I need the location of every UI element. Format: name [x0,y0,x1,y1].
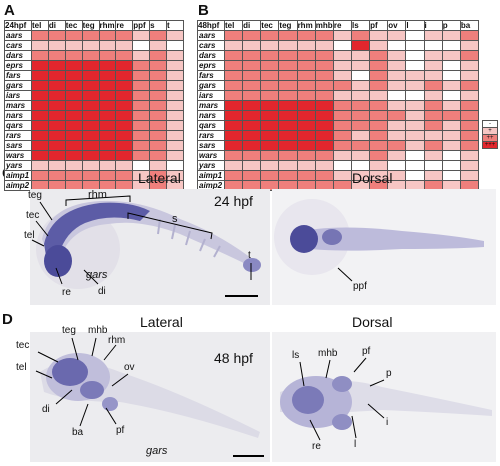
label-pf2-48: pf [362,346,371,357]
arrow-re-48 [309,419,321,441]
embryo-photo-24hpf-dorsal [272,189,496,305]
table-row: aimp2 [197,180,480,191]
label-di: di [98,286,106,297]
panel-label-a: A [4,2,15,19]
title-dorsal-24: Dorsal [352,170,393,186]
table-row: wars [197,150,480,161]
arrow-teg-48 [71,337,79,361]
table-row: cars [4,40,184,51]
table-row: aimp2 [4,180,184,191]
arrow-ba-48 [79,403,89,427]
table-row: rars [4,130,184,141]
label-teg: teg [28,190,42,201]
arrow-mhb-48 [91,337,97,357]
arrow-tel-48 [35,370,53,379]
table-row: mars [4,100,184,111]
arrow-tec-48 [37,351,59,363]
label-tel: tel [24,230,35,241]
rhm-bracket [65,195,131,206]
panel-label-b: B [198,2,209,19]
arrow-teg [39,201,53,221]
label-mhb2-48: mhb [318,348,338,359]
title-lateral-48: Lateral [140,314,183,330]
heatmap-table-24hpf: 24hpf tel di tec teg rhm re ppf s t aars cars dars ep… [4,20,184,191]
gene-label-48: gars [146,445,168,457]
table-row: nars [197,110,480,121]
label-pf-48: pf [116,425,125,436]
stage-24hpf: 24 hpf [214,193,253,209]
label-tec-48: tec [16,340,30,351]
arrow-i-48 [367,403,385,419]
stage-48hpf: 48 hpf [214,350,253,366]
table-row: dars [4,50,184,61]
label-l-48: l [354,439,357,450]
gene-label-24: gars [86,269,108,281]
label-ppf: ppf [353,281,367,292]
label-tec: tec [26,210,40,221]
label-ba-48: ba [72,427,84,438]
label-ls-48: ls [292,350,300,361]
table-row: qars [197,120,480,131]
label-t: t [248,250,251,261]
table-row: eprs [197,60,480,71]
heatmap-table-48hpf: 48hpf tel di tec teg rhm mhb re ls pf ov l i p ba aars c… [197,20,480,191]
arrow-ov-48 [111,373,129,387]
title-dorsal-48: Dorsal [352,314,393,330]
panel-label-d: D [2,311,13,328]
arrow-di [83,269,99,285]
label-rhm-48: rhm [108,335,126,346]
table-row: aars [4,30,184,41]
label-ov-48: ov [124,362,135,373]
label-s: s [172,213,178,225]
expression-legend: - + ++ +++ [482,120,498,149]
legend-entry: +++ [482,141,498,149]
arrow-tel [31,239,45,247]
arrow-ppf [337,267,353,282]
embryo-photo-48hpf-lateral [30,332,270,462]
label-re-48: re [312,441,321,452]
table-row: aars [197,30,480,41]
embryo-photo-48hpf-dorsal [272,332,496,462]
table-row: iars [197,90,480,101]
label-p-48: p [386,368,392,379]
label-i-48: i [386,417,389,428]
arrow-re [55,267,63,285]
embryo-photo-24hpf-lateral [30,189,270,305]
arrow-di-48 [55,389,73,405]
arrow-pf2-48 [353,357,367,373]
arrow-p-48 [369,379,385,387]
arrow-rhm-48 [103,344,117,361]
arrow-pf-48 [105,407,117,425]
table-row: aimp1 [197,170,480,181]
label-mhb-48: mhb [88,325,108,336]
label-rhm: rhm [88,189,107,201]
arrow-tec [35,220,49,237]
arrow-ls-48 [299,361,305,387]
arrow-mhb2-48 [325,359,331,379]
title-lateral-24: Lateral [138,170,181,186]
arrow-l-48 [351,415,357,439]
label-re: re [62,287,71,298]
table-row: yars [197,160,480,171]
label-teg-48: teg [62,325,76,336]
label-tel-48: tel [16,362,27,373]
gene-name: aimp2 [4,180,32,191]
label-di-48: di [42,404,50,415]
s-bracket [127,212,213,240]
table-row: rars [197,130,480,141]
